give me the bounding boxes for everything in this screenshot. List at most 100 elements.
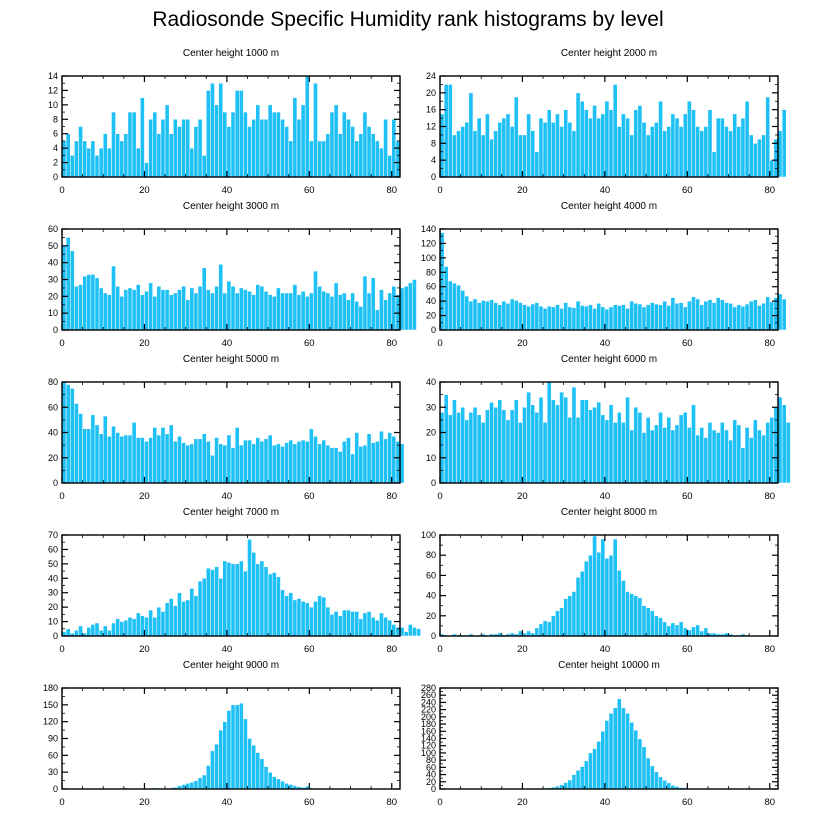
histogram-bar bbox=[633, 303, 639, 331]
histogram-bar bbox=[168, 294, 174, 331]
histogram-bar bbox=[173, 292, 178, 331]
histogram-bar bbox=[74, 629, 79, 637]
histogram-bar bbox=[711, 302, 717, 331]
histogram-bar bbox=[222, 721, 228, 790]
histogram-bar bbox=[317, 285, 322, 331]
histogram-bar bbox=[695, 624, 700, 637]
y-tick-label: 100 bbox=[421, 748, 436, 758]
histogram-bar bbox=[115, 432, 120, 484]
histogram-bar bbox=[476, 302, 482, 331]
histogram-bar bbox=[152, 616, 158, 637]
histogram-bar bbox=[637, 303, 643, 331]
histogram-bar bbox=[284, 442, 289, 484]
y-tick-label: 120 bbox=[43, 717, 58, 727]
histogram-bar bbox=[284, 292, 289, 331]
histogram-bar bbox=[670, 297, 676, 331]
histogram-bar bbox=[127, 287, 133, 331]
histogram-bar bbox=[189, 147, 195, 178]
histogram-bar bbox=[259, 560, 265, 637]
histogram-bar bbox=[276, 443, 281, 484]
x-tick-label: 20 bbox=[517, 185, 528, 196]
histogram-bar bbox=[94, 622, 100, 637]
histogram-bar bbox=[288, 439, 294, 484]
histogram-bar bbox=[472, 407, 478, 484]
histogram-bar bbox=[645, 607, 651, 637]
histogram-bar bbox=[765, 96, 771, 178]
histogram-bar bbox=[612, 304, 618, 331]
histogram-bar bbox=[584, 109, 589, 178]
histogram-bar bbox=[608, 713, 614, 790]
panel-6: Center height 6000 m 0 20 40 60 80 0 10 20 30 40 bbox=[426, 354, 791, 502]
histogram-bar bbox=[464, 122, 470, 178]
histogram-bar bbox=[234, 427, 240, 484]
histogram-bar bbox=[222, 111, 228, 178]
histogram-bar bbox=[276, 111, 281, 178]
histogram-bar bbox=[621, 580, 626, 637]
histogram-bar bbox=[214, 743, 219, 790]
histogram-bar bbox=[563, 598, 569, 637]
histogram-bar bbox=[649, 429, 655, 484]
histogram-bar bbox=[177, 289, 182, 331]
histogram-bar bbox=[119, 296, 125, 331]
histogram-bar bbox=[251, 443, 256, 484]
x-tick-label: 40 bbox=[222, 797, 233, 808]
x-tick-label: 0 bbox=[59, 491, 64, 502]
histogram-bar bbox=[304, 602, 310, 637]
histogram-bar bbox=[321, 596, 327, 637]
histogram-bar bbox=[317, 443, 322, 484]
histogram-bar bbox=[579, 399, 585, 484]
histogram-bar bbox=[152, 296, 158, 331]
histogram-bar bbox=[416, 628, 421, 637]
histogram-bar bbox=[325, 444, 331, 484]
histogram-bar bbox=[321, 439, 327, 484]
histogram-bar bbox=[666, 417, 672, 484]
histogram-bar bbox=[447, 414, 453, 484]
histogram-bar bbox=[255, 437, 261, 484]
histogram-bar bbox=[193, 292, 199, 331]
x-tick-label: 60 bbox=[304, 491, 315, 502]
histogram-bar bbox=[181, 285, 186, 331]
histogram-bar bbox=[703, 300, 709, 331]
histogram-bar bbox=[728, 303, 733, 331]
histogram-bar bbox=[412, 279, 417, 331]
histogram-bar bbox=[230, 111, 236, 178]
histogram-bar bbox=[164, 289, 170, 331]
histogram-bar bbox=[370, 616, 376, 637]
histogram-bar bbox=[284, 595, 289, 637]
histogram-bar bbox=[480, 422, 486, 484]
x-tick-label: 20 bbox=[139, 338, 150, 349]
histogram-bar bbox=[707, 422, 713, 484]
histogram-bar bbox=[563, 396, 569, 484]
histogram-bar bbox=[666, 126, 672, 178]
y-tick-label: 100 bbox=[421, 530, 436, 540]
y-tick-label: 120 bbox=[421, 238, 436, 248]
histogram-bar bbox=[616, 698, 622, 790]
y-tick-label: 20 bbox=[48, 291, 58, 301]
histogram-bar bbox=[375, 619, 380, 637]
histogram-bar bbox=[468, 92, 474, 178]
histogram-bar bbox=[596, 741, 602, 790]
histogram-bar bbox=[168, 598, 174, 637]
histogram-bar bbox=[181, 119, 186, 178]
panel-title: Center height 10000 m bbox=[558, 660, 660, 671]
histogram-bar bbox=[662, 130, 667, 178]
x-tick-label: 40 bbox=[222, 185, 233, 196]
histogram-bar bbox=[123, 289, 129, 331]
histogram-bar bbox=[271, 572, 277, 637]
histogram-bar bbox=[354, 301, 360, 331]
histogram-bar bbox=[687, 427, 692, 484]
histogram-bar bbox=[559, 126, 564, 178]
y-tick-label: 12 bbox=[48, 85, 58, 95]
histogram-bar bbox=[678, 302, 684, 331]
histogram-bar bbox=[309, 140, 314, 178]
histogram-bar bbox=[604, 101, 610, 178]
histogram-bar bbox=[485, 113, 490, 178]
histogram-bar bbox=[785, 422, 791, 484]
histogram-bar bbox=[551, 122, 556, 178]
histogram-bar bbox=[604, 720, 610, 790]
histogram-bar bbox=[765, 296, 771, 331]
histogram-bar bbox=[226, 434, 232, 484]
y-tick-label: 80 bbox=[426, 267, 436, 277]
histogram-bar bbox=[362, 275, 368, 331]
histogram-bar bbox=[107, 436, 112, 484]
